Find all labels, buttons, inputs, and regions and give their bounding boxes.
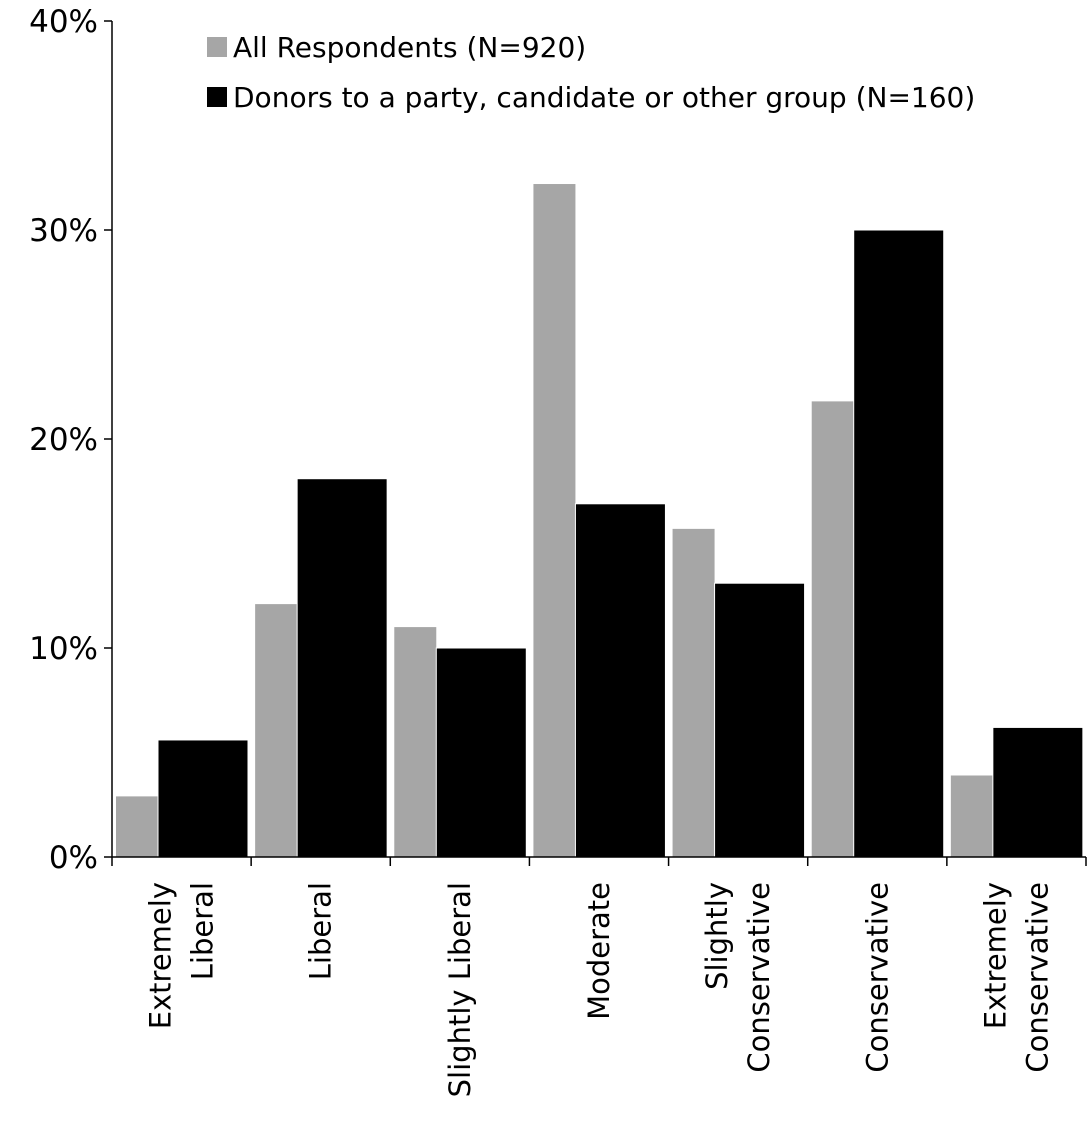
x-category-label: Extremely [144,882,178,1029]
x-category-labels: Extremely Liberal Liberal Slightly Liberal M… [144,882,1055,1097]
bar-all-respondents-4 [672,528,715,857]
legend-label: All Respondents (N=920) [233,31,586,64]
y-tick-labels: 0% 10% 20% 30% 40% [29,4,98,876]
bar-all-respondents-0 [116,796,158,857]
axes-layer [104,20,1087,866]
legend: All Respondents (N=920) Donors to a party… [207,31,975,114]
bar-donors-2 [435,647,527,858]
y-tick-label: 30% [29,213,98,249]
x-category-label: Conservative [742,882,776,1073]
bar-donors-3 [574,503,666,858]
bar-donors-1 [296,478,388,858]
y-tick-label: 0% [49,840,98,876]
y-tick-label: 40% [29,4,98,40]
bar-all-respondents-2 [394,627,437,857]
legend-label: Donors to a party, candidate or other gr… [233,81,975,114]
x-category-label: Extremely [978,882,1012,1029]
legend-swatch [207,37,227,57]
bar-donors-4 [714,582,806,858]
bar-all-respondents-6 [950,775,993,857]
bar-donors-5 [853,229,945,858]
bar-donors-6 [992,726,1084,858]
bars-layer [116,184,1084,858]
legend-swatch [207,87,227,107]
x-category-label: Conservative [1020,882,1054,1073]
bar-donors-0 [157,739,249,858]
x-category-label: Liberal [186,882,220,980]
x-category-label: Slightly [700,882,734,990]
y-tick-label: 20% [29,422,98,458]
x-category-label: Liberal [304,882,338,980]
x-category-label: Slightly Liberal [443,882,477,1097]
x-category-label: Moderate [582,882,616,1020]
bar-all-respondents-1 [255,604,298,857]
y-tick-label: 10% [29,631,98,667]
bar-all-respondents-5 [811,401,854,857]
bar-all-respondents-3 [533,184,576,857]
x-category-label: Conservative [860,882,894,1073]
